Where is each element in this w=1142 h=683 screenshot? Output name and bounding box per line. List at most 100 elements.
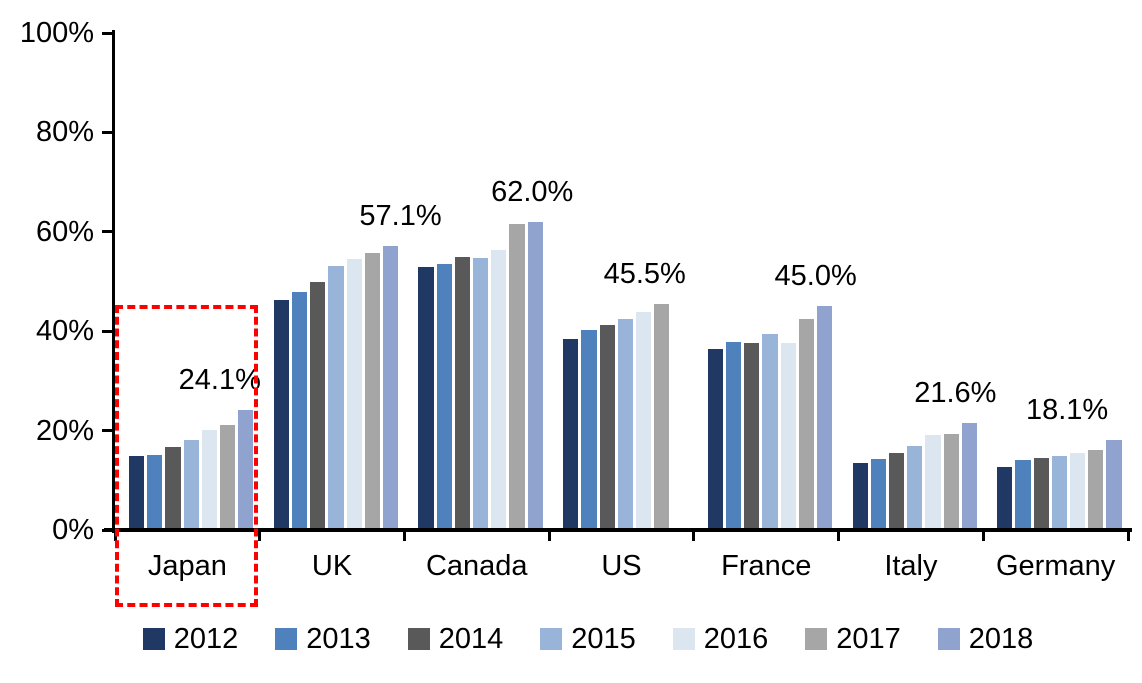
- bar-france-2014: [744, 342, 760, 530]
- category-label-germany: Germany: [996, 550, 1116, 582]
- bar-us-2016: [635, 312, 652, 530]
- bar-italy-2016: [925, 435, 941, 530]
- data-label-us: 45.5%: [603, 257, 686, 290]
- bar-us-2014: [599, 324, 615, 530]
- bar-germany-2014: [1033, 458, 1049, 530]
- bar-france-2015: [762, 333, 778, 530]
- legend-swatch: [275, 628, 298, 650]
- legend-swatch: [407, 628, 430, 650]
- data-label-france: 45.0%: [774, 260, 857, 293]
- bar-uk-2016: [346, 258, 362, 530]
- legend-swatch: [937, 628, 960, 650]
- bar-uk-2015: [328, 265, 344, 530]
- legend-label: 2015: [571, 623, 636, 655]
- x-axis-tick: [113, 530, 117, 541]
- data-label-italy: 21.6%: [914, 376, 997, 409]
- category-label-japan: Japan: [147, 550, 227, 582]
- y-axis-tick: [102, 230, 112, 234]
- data-label-uk: 57.1%: [359, 200, 442, 233]
- bar-japan-2016: [201, 430, 217, 530]
- y-axis-tick: [102, 329, 112, 333]
- legend-label: 2016: [703, 623, 769, 655]
- bar-germany-2016: [1070, 453, 1086, 530]
- bar-us-2017: [654, 303, 670, 530]
- legend-item-2013: 2013: [275, 622, 371, 656]
- legend-item-2012: 2012: [142, 622, 239, 656]
- y-axis-label: 20%: [35, 414, 94, 447]
- bar-germany-2013: [1015, 459, 1031, 530]
- legend-item-2015: 2015: [540, 622, 636, 656]
- category-label-france: France: [721, 550, 812, 582]
- legend-swatch: [540, 628, 563, 650]
- data-label-canada: 62.0%: [491, 175, 574, 208]
- legend-swatch: [672, 628, 695, 650]
- bar-france-2016: [780, 343, 796, 530]
- bar-japan-2015: [183, 440, 199, 530]
- y-axis-label: 100%: [19, 17, 94, 49]
- bar-us-2012: [563, 338, 579, 530]
- y-axis-tick: [102, 429, 112, 433]
- bar-japan-2018: [238, 410, 254, 530]
- bar-germany-2012: [997, 466, 1013, 530]
- legend: 2012 2013 2014 2015 2016 2017 2018: [0, 622, 1142, 656]
- x-axis-line: [104, 528, 1132, 532]
- bar-canada-2016: [491, 250, 507, 530]
- data-label-japan: 24.1%: [178, 364, 261, 397]
- x-axis-tick: [402, 530, 406, 541]
- bar-italy-2014: [888, 453, 905, 530]
- bar-italy-2017: [943, 434, 959, 530]
- bar-canada-2017: [509, 223, 525, 530]
- x-axis-tick: [547, 530, 551, 541]
- legend-swatch: [142, 628, 165, 650]
- legend-item-2017: 2017: [805, 622, 901, 656]
- x-axis-tick: [258, 530, 262, 541]
- bar-italy-2012: [852, 463, 868, 530]
- y-axis-tick: [102, 31, 112, 35]
- bar-canada-2013: [436, 264, 452, 530]
- x-axis-tick: [1126, 530, 1130, 541]
- legend-swatch: [805, 628, 828, 650]
- bar-japan-2012: [129, 455, 145, 530]
- bar-canada-2018: [527, 221, 543, 530]
- bar-uk-2018: [382, 246, 399, 530]
- bar-france-2013: [726, 342, 742, 530]
- bar-uk-2012: [273, 299, 289, 530]
- bar-france-2017: [798, 319, 815, 530]
- legend-label: 2017: [836, 623, 901, 655]
- bar-us-2015: [617, 319, 633, 530]
- bar-italy-2015: [907, 445, 923, 530]
- bar-italy-2013: [870, 458, 886, 530]
- bar-japan-2014: [165, 447, 181, 530]
- category-label-italy: Italy: [884, 550, 938, 582]
- y-axis-label: 60%: [35, 215, 94, 248]
- category-label-uk: UK: [311, 550, 353, 582]
- y-axis-label: 40%: [35, 315, 94, 348]
- x-axis-tick: [692, 530, 696, 541]
- bar-us-2013: [581, 329, 597, 530]
- y-axis-label: 0%: [52, 514, 94, 546]
- bar-germany-2018: [1106, 440, 1122, 530]
- legend-item-2018: 2018: [937, 622, 1034, 656]
- bar-uk-2013: [291, 292, 308, 530]
- data-label-germany: 18.1%: [1025, 394, 1109, 427]
- category-label-canada: Canada: [425, 550, 528, 582]
- legend-item-2014: 2014: [407, 622, 504, 656]
- bar-germany-2017: [1088, 450, 1104, 530]
- x-axis-tick: [837, 530, 841, 541]
- category-label-us: US: [601, 550, 642, 582]
- y-axis-line: [112, 30, 115, 533]
- bar-canada-2014: [454, 256, 471, 530]
- bar-italy-2018: [961, 422, 977, 530]
- bar-canada-2015: [473, 257, 489, 530]
- legend-label: 2013: [306, 623, 371, 655]
- legend-label: 2018: [968, 623, 1034, 655]
- legend-item-2016: 2016: [672, 622, 769, 656]
- bar-japan-2013: [147, 455, 163, 530]
- y-axis-label: 80%: [35, 116, 94, 149]
- x-axis-tick: [981, 530, 985, 541]
- legend-label: 2014: [438, 623, 504, 655]
- bar-canada-2012: [418, 266, 434, 530]
- y-axis-tick: [102, 130, 112, 134]
- legend-label: 2012: [173, 623, 239, 655]
